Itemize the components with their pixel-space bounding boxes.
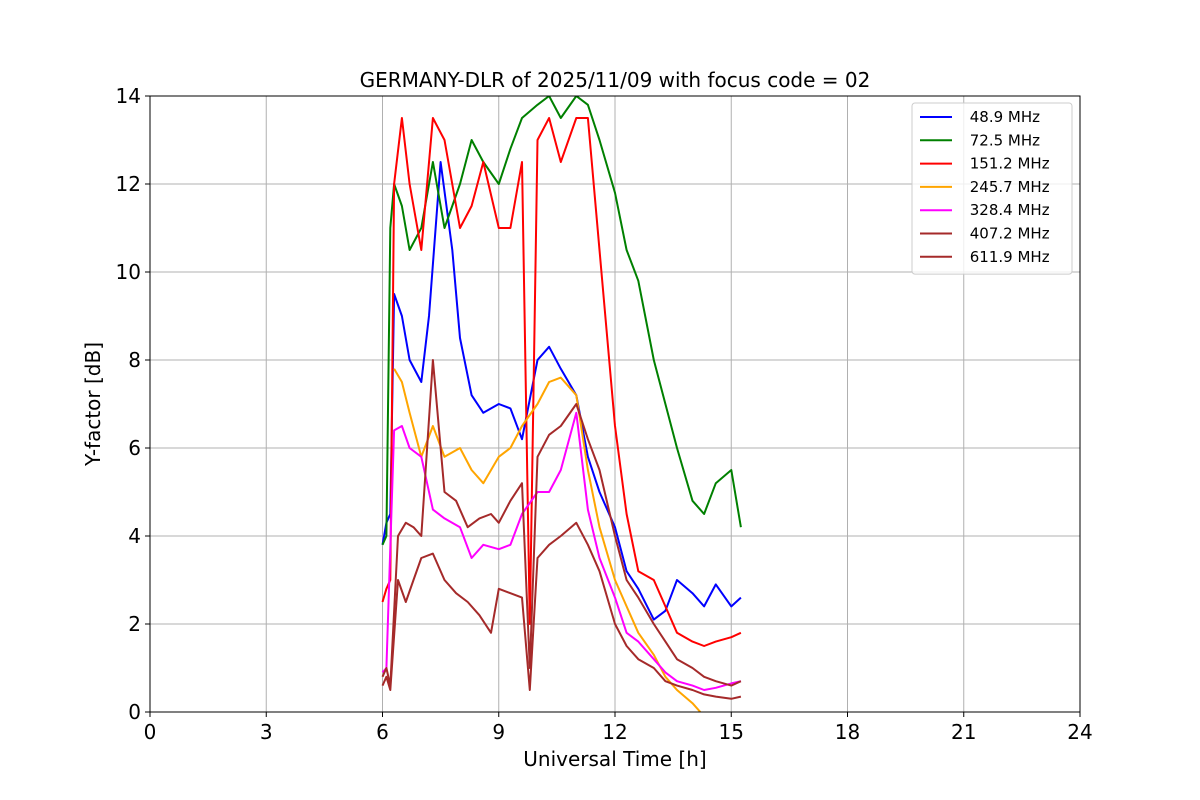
legend-box	[911, 102, 1073, 275]
series-line-7	[381, 521, 742, 700]
series-lines	[381, 96, 742, 712]
legend-label: 48.9 MHz	[965, 108, 1040, 126]
x-tick-label: 24	[1067, 720, 1092, 744]
y-tick-label: 12	[116, 172, 141, 196]
legend-label: 407.2 MHz	[965, 225, 1050, 243]
x-tick-label: 3	[260, 720, 273, 744]
y-tick-label: 2	[128, 612, 141, 636]
chart-title: GERMANY-DLR of 2025/11/09 with focus cod…	[360, 68, 871, 92]
series-line-4	[393, 368, 702, 712]
legend: 48.9 MHz 72.5 MHz 151.2 MHz 245.7 MHz 32…	[911, 102, 1073, 275]
legend-label: 245.7 MHz	[965, 178, 1050, 196]
series-line-6	[381, 359, 742, 687]
x-tick-label: 12	[602, 720, 627, 744]
legend-label: 72.5 MHz	[965, 131, 1040, 149]
x-tick-label: 21	[951, 720, 976, 744]
x-tick-label: 6	[376, 720, 389, 744]
series-line-2	[381, 96, 742, 546]
series-line-1	[381, 161, 742, 621]
y-tick-label: 10	[116, 260, 141, 284]
y-tick-label: 14	[116, 84, 141, 108]
series-line-3	[381, 117, 742, 647]
legend-label: 611.9 MHz	[965, 248, 1050, 266]
y-axis-label: Y-factor [dB]	[81, 342, 105, 467]
y-tick-label: 0	[128, 700, 141, 724]
x-tick-label: 9	[492, 720, 505, 744]
legend-label: 328.4 MHz	[965, 201, 1050, 219]
y-tick-label: 6	[128, 436, 141, 460]
y-tick-label: 4	[128, 524, 141, 548]
x-tick-label: 18	[835, 720, 860, 744]
x-tick-label: 0	[144, 720, 157, 744]
x-tick-label: 15	[719, 720, 744, 744]
series-line-5	[381, 411, 742, 691]
legend-label: 151.2 MHz	[965, 155, 1050, 173]
y-tick-label: 8	[128, 348, 141, 372]
x-axis-label: Universal Time [h]	[523, 747, 706, 771]
